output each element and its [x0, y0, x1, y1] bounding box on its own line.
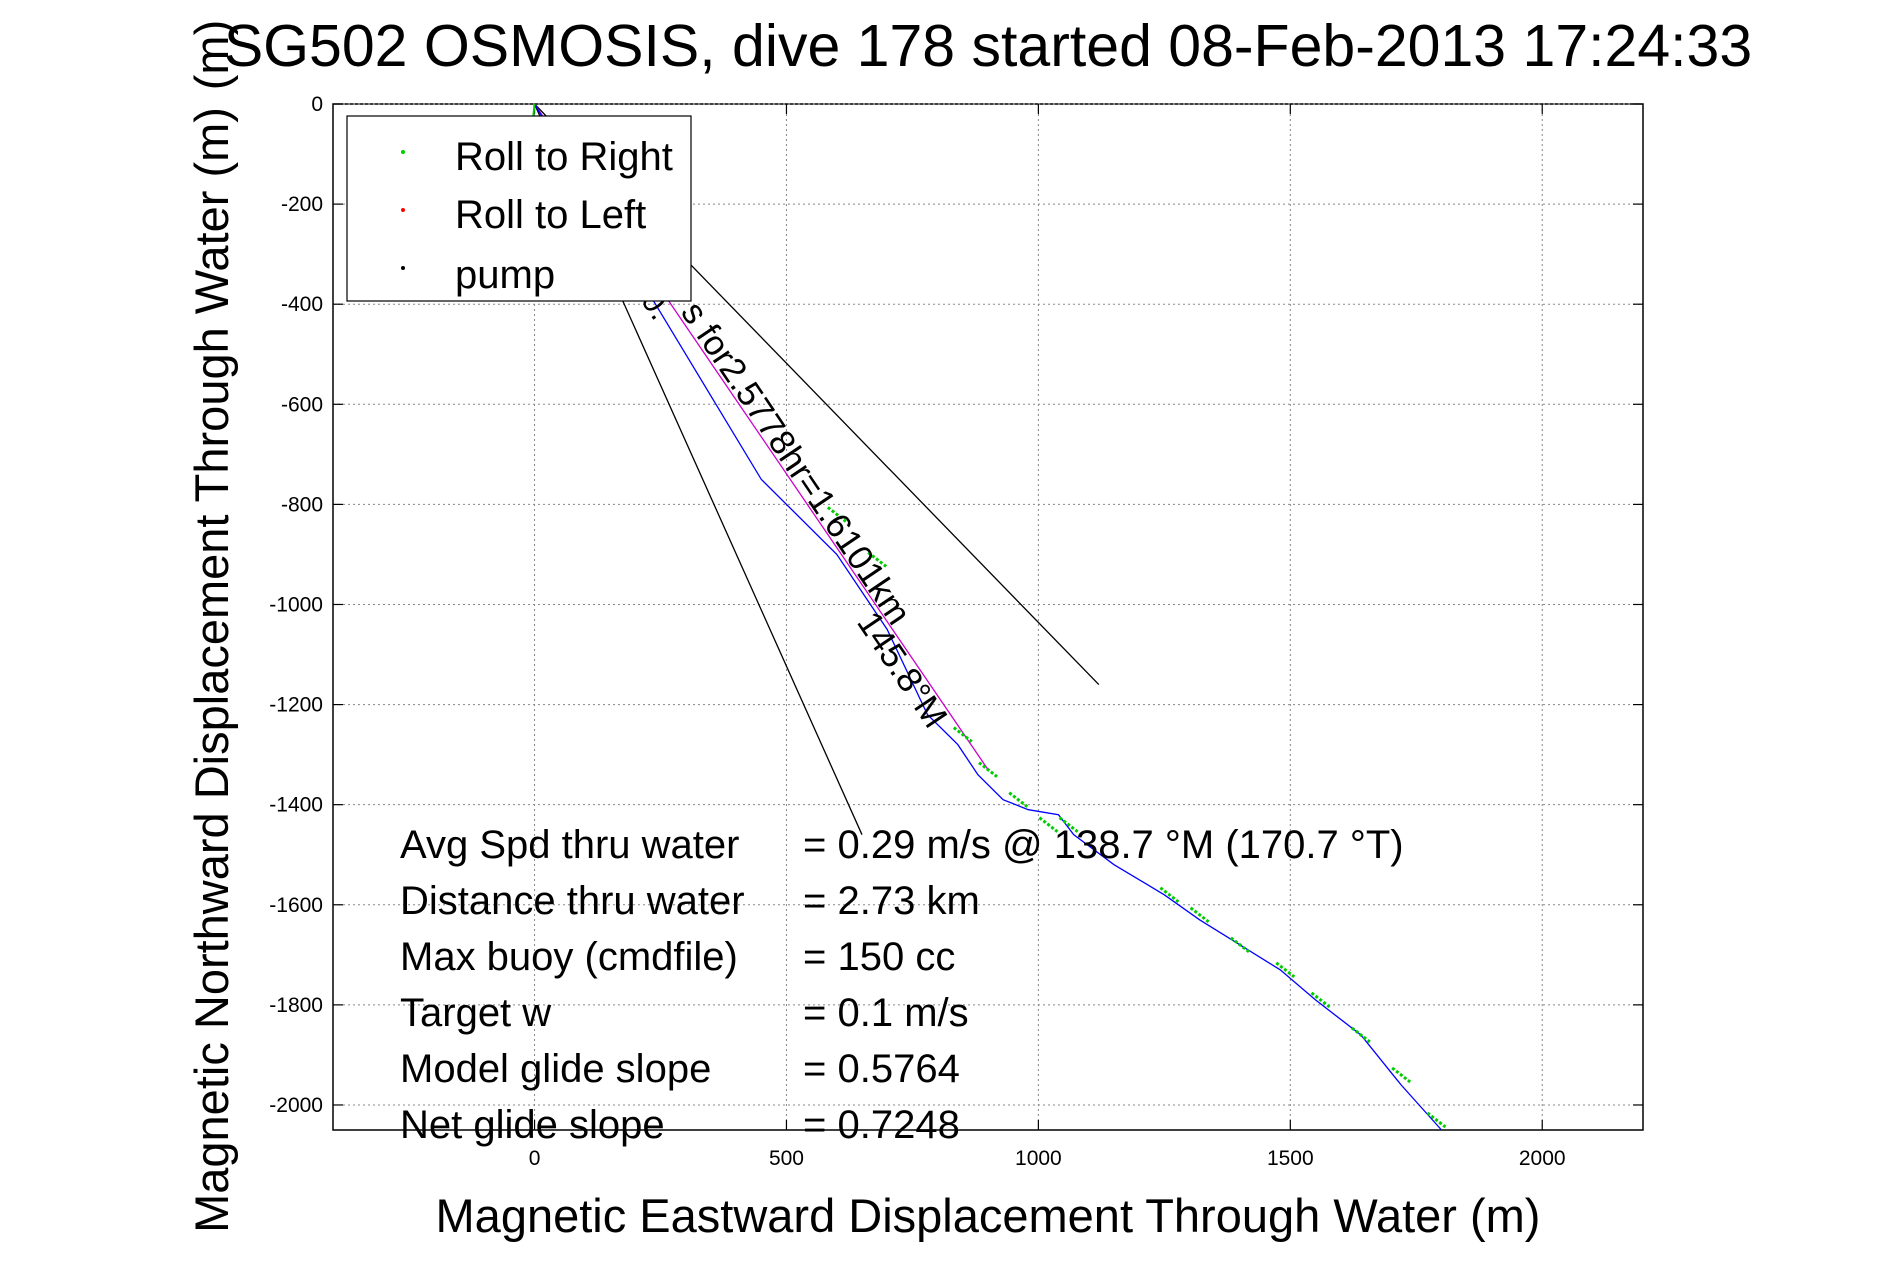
y-tick-label: -1400	[269, 794, 323, 817]
stat-value-distance: = 2.73 km	[803, 879, 980, 923]
x-tick-label: 500	[769, 1147, 804, 1170]
roll-right-mark	[1058, 816, 1079, 833]
track-series-line	[533, 103, 1442, 1131]
y-axis-label-overlap: (m)	[185, 20, 238, 90]
roll-right-mark	[826, 506, 847, 523]
stat-value-model-glide: = 0.5764	[803, 1047, 960, 1091]
legend-label-roll-left: Roll to Left	[455, 193, 646, 237]
stat-value-avg-speed: = 0.29 m/s @ 138.7 °M (170.7 °T)	[803, 823, 1404, 867]
x-tick-label: 1500	[1267, 1147, 1314, 1170]
x-tick-label: 0	[529, 1147, 541, 1170]
y-tick-label: -1200	[269, 694, 323, 717]
y-tick-label: -800	[281, 493, 323, 516]
track-line	[533, 103, 1442, 1131]
y-tick-label: -600	[281, 393, 323, 416]
roll-right-mark	[867, 551, 888, 568]
x-tick-labels: 0 500 1000 1500 2000	[529, 1147, 1566, 1170]
y-tick-label: -1000	[269, 593, 323, 616]
stats-block: Avg Spd thru water = 0.29 m/s @ 138.7 °M…	[400, 823, 1404, 1147]
stat-value-target-w: = 0.1 m/s	[803, 991, 969, 1035]
roll-right-mark	[1350, 1026, 1371, 1044]
stat-label-target-w: Target w	[400, 991, 551, 1035]
legend-marker-pump	[401, 266, 405, 270]
stat-value-max-buoy: = 150 cc	[803, 935, 955, 979]
stat-label-net-glide: Net glide slope	[400, 1103, 665, 1147]
y-tick-label: -200	[281, 193, 323, 216]
legend-box	[346, 115, 692, 302]
roll-right-mark	[1230, 936, 1250, 954]
roll-right-mark	[978, 761, 998, 778]
roll-right-mark	[1038, 816, 1059, 833]
y-tick-label: -2000	[269, 1094, 323, 1117]
roll-right-segments	[531, 103, 1447, 1129]
legend-label-roll-right: Roll to Right	[455, 135, 673, 179]
roll-right-mark	[1310, 991, 1331, 1009]
x-tick-label: 1000	[1015, 1147, 1062, 1170]
stat-label-distance: Distance thru water	[400, 879, 745, 923]
legend-marker-roll-left	[401, 208, 405, 212]
stat-label-avg-speed: Avg Spd thru water	[400, 823, 739, 867]
grid	[333, 103, 1643, 1130]
y-tick-label: -400	[281, 293, 323, 316]
y-tick-label: 0	[311, 93, 323, 116]
chart-title: SG502 OSMOSIS, dive 178 started 08-Feb-2…	[224, 13, 1752, 79]
y-tick-labels: 0 -200 -400 -600 -800 -1000 -1200 -1400 -1600 -18…	[269, 93, 323, 1117]
y-axis-label: Magnetic Northward Displacement Through …	[185, 107, 238, 1233]
roll-right-mark	[1391, 1066, 1412, 1084]
y-tick-label: -1800	[269, 994, 323, 1017]
roll-right-mark	[1189, 906, 1210, 923]
x-axis-label: Magnetic Eastward Displacement Through W…	[436, 1189, 1541, 1242]
legend: Roll to Right Roll to Left pump	[346, 115, 692, 302]
roll-right-mark	[952, 726, 973, 743]
x-tick-label: 2000	[1519, 1147, 1566, 1170]
y-tick-label: -1600	[269, 894, 323, 917]
legend-marker-roll-right	[401, 150, 405, 154]
roll-right-mark	[1008, 791, 1029, 808]
roll-right-mark	[1159, 886, 1180, 903]
roll-right-mark	[1426, 1111, 1447, 1129]
stat-value-net-glide: = 0.7248	[803, 1103, 960, 1147]
stat-label-model-glide: Model glide slope	[400, 1047, 711, 1091]
stat-label-max-buoy: Max buoy (cmdfile)	[400, 935, 738, 979]
legend-label-pump: pump	[455, 253, 555, 297]
roll-right-mark	[1275, 961, 1296, 979]
